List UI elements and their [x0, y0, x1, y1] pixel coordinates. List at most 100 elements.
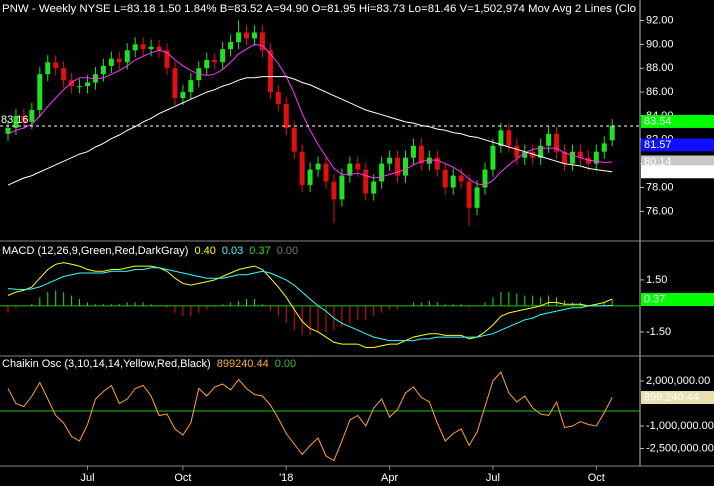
- y-tick-label: 92.00: [646, 14, 674, 26]
- candle-body: [13, 115, 19, 128]
- histogram-bar: [285, 305, 287, 324]
- histogram-bar: [182, 305, 184, 317]
- axis-background: [640, 0, 714, 486]
- candle-body: [339, 175, 345, 200]
- value-marker: [641, 391, 714, 405]
- histogram-bar: [484, 302, 486, 306]
- histogram-bar: [468, 305, 470, 308]
- histogram-bar: [595, 304, 597, 306]
- candle-body: [577, 151, 583, 158]
- chart-title: PNW - Weekly NYSE L=83.18 1.50 1.84% B=8…: [2, 3, 636, 15]
- candle-body: [426, 157, 432, 164]
- histogram-bar: [508, 292, 510, 306]
- candle-body: [228, 41, 234, 50]
- y-tick-label: 1.50: [646, 274, 667, 286]
- histogram-bar: [47, 292, 49, 306]
- candle-body: [522, 151, 528, 158]
- macd-value: 0.00: [277, 245, 298, 257]
- candle-body: [172, 68, 178, 99]
- x-tick-label: Jul: [486, 472, 500, 484]
- candle-body: [609, 125, 615, 141]
- candle-body: [140, 44, 146, 50]
- histogram-bar: [357, 305, 359, 320]
- candle-body: [85, 82, 90, 87]
- candle-body: [108, 58, 114, 66]
- chaikin-value: 899240.44: [217, 358, 269, 370]
- candle-body: [267, 50, 273, 93]
- candle-body: [37, 74, 43, 110]
- candle-body: [29, 109, 35, 122]
- candle-body: [132, 44, 138, 51]
- candle-body: [92, 74, 98, 83]
- candle-body: [77, 86, 83, 88]
- histogram-bar: [79, 299, 81, 306]
- chaikin-title: Chaikin Osc (3,10,14,14,Yellow,Red,Black…: [2, 358, 211, 370]
- candle-body: [418, 145, 424, 164]
- candle-body: [45, 62, 51, 75]
- candle-body: [116, 58, 122, 63]
- value-marker-label: 81.57: [644, 139, 672, 151]
- histogram-bar: [349, 305, 351, 324]
- candle-body: [156, 46, 162, 51]
- reference-label: 83.16: [1, 114, 29, 126]
- histogram-bar: [174, 305, 176, 313]
- histogram-bar: [428, 300, 430, 306]
- x-tick-label: Apr: [381, 472, 398, 484]
- histogram-bar: [39, 297, 41, 306]
- candle-body: [5, 127, 11, 134]
- value-marker-label: 899,240.44: [644, 391, 699, 403]
- histogram-bar: [540, 297, 542, 306]
- histogram-bar: [317, 305, 319, 332]
- histogram-bar: [7, 305, 9, 313]
- candle-body: [21, 115, 27, 122]
- candle-body: [363, 169, 369, 194]
- histogram-bar: [460, 304, 462, 306]
- histogram-bar: [492, 297, 494, 306]
- value-marker-label: 0.37: [644, 293, 665, 305]
- histogram-bar: [71, 295, 73, 306]
- value-marker: [641, 155, 714, 169]
- histogram-bar: [397, 305, 399, 310]
- candle-body: [466, 181, 472, 208]
- histogram-bar: [110, 304, 112, 306]
- chaikin-value: 0.00: [275, 358, 296, 370]
- histogram-bar: [214, 305, 216, 308]
- candle-body: [307, 169, 313, 186]
- candle-body: [164, 50, 170, 69]
- candle-body: [458, 175, 464, 182]
- candle-body: [593, 151, 599, 164]
- candle-body: [124, 50, 130, 63]
- histogram-bar: [222, 304, 224, 306]
- histogram-bar: [381, 305, 383, 313]
- candle-body: [514, 145, 520, 158]
- value-marker-label: 83.54: [644, 115, 672, 127]
- histogram-bar: [420, 302, 422, 306]
- candle-body: [554, 133, 560, 152]
- histogram-bar: [516, 293, 518, 306]
- histogram-bar: [556, 297, 558, 306]
- candle-body: [442, 169, 448, 188]
- candle-body: [450, 175, 456, 188]
- candle-body: [410, 145, 416, 158]
- candle-body: [259, 32, 265, 51]
- histogram-bar: [444, 304, 446, 306]
- candle-body: [244, 32, 249, 39]
- y-tick-label: 90.00: [646, 38, 674, 50]
- candle-body: [585, 157, 591, 164]
- histogram-bar: [63, 292, 65, 306]
- candle-body: [212, 59, 218, 63]
- candle-body: [482, 169, 488, 188]
- value-marker: [641, 165, 714, 179]
- x-tick-label: Jul: [80, 472, 94, 484]
- histogram-bar: [436, 302, 438, 306]
- histogram-bar: [102, 304, 104, 306]
- histogram-bar: [15, 305, 17, 309]
- candle-body: [251, 32, 257, 39]
- candle-body: [347, 163, 353, 176]
- moving-average: [7, 43, 613, 186]
- candle-body: [220, 49, 226, 63]
- histogram-bar: [325, 305, 327, 332]
- histogram-bar: [253, 299, 255, 306]
- histogram-bar: [564, 300, 565, 306]
